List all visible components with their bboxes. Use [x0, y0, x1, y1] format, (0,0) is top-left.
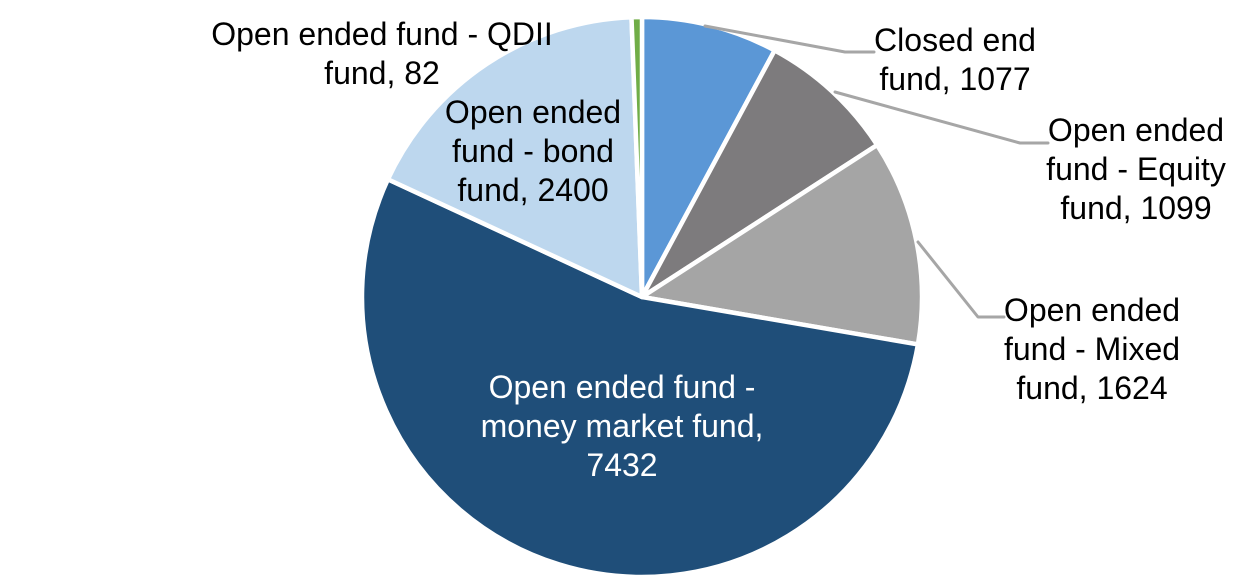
leader-line-closed-end — [703, 24, 876, 54]
data-label-line: fund - bond — [452, 133, 614, 169]
data-label-line: fund, 1624 — [1016, 370, 1168, 406]
data-label-line: money market fund, — [480, 408, 764, 444]
leader-line-equity — [833, 90, 1050, 145]
data-label-equity-fund: Open ended fund - Equity fund, 1099 — [1011, 111, 1250, 228]
data-label-mixed-fund: Open ended fund - Mixed fund, 1624 — [967, 291, 1217, 408]
data-label-qdii-fund: Open ended fund - QDII fund, 82 — [182, 15, 582, 93]
data-label-line: Open ended fund - QDII — [211, 16, 553, 52]
data-label-line: fund, 1077 — [879, 61, 1031, 97]
data-label-line: Open ended fund - — [488, 369, 756, 405]
data-label-line: Closed end — [874, 22, 1036, 58]
data-label-line: fund, 82 — [324, 55, 440, 91]
pie-slice-money-market[interactable] — [359, 177, 921, 580]
data-label-closed-end-fund: Closed end fund, 1077 — [835, 21, 1075, 99]
data-label-line: fund, 1099 — [1060, 190, 1212, 226]
pie-slice-qdii[interactable] — [629, 14, 645, 300]
pie-slice-equity[interactable] — [639, 48, 880, 300]
pie-slice-bond[interactable] — [385, 14, 645, 300]
pie-slice-mixed[interactable] — [639, 142, 925, 347]
data-label-money-market-fund: Open ended fund - money market fund, 743… — [442, 368, 802, 485]
data-label-line: Open ended — [444, 94, 622, 130]
data-label-line: fund, 2400 — [457, 172, 609, 208]
data-label-bond-fund: Open ended fund - bond fund, 2400 — [393, 93, 673, 210]
data-label-line: 7432 — [586, 447, 658, 483]
data-label-line: Open ended — [1047, 112, 1225, 148]
data-label-line: Open ended — [1003, 292, 1181, 328]
data-label-line: fund - Equity — [1046, 151, 1226, 187]
leader-line-mixed — [916, 240, 1006, 319]
data-label-line: fund - Mixed — [1003, 331, 1181, 367]
